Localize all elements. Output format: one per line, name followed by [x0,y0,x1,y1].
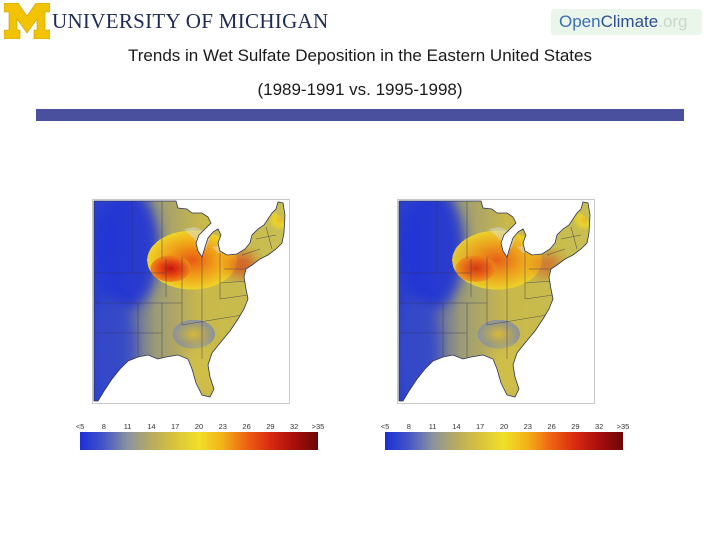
colorbar-tick-label: <5 [381,422,390,431]
colorbar-left: <5 8 11 14 17 20 23 26 29 32 >35 [76,422,325,450]
colorbar-tick-label: 8 [102,422,106,431]
map-frame [397,199,595,404]
coastline-outline [398,200,591,402]
colorbar-tick-label: 20 [500,422,508,431]
colorbar-tick-label: >35 [312,422,325,431]
colorbar-tick-label: 14 [452,422,460,431]
map-field [94,201,285,401]
colorbar-tick-label: 26 [242,422,250,431]
colorbar-gradient [80,432,318,450]
colorbar-tick-label: 29 [266,422,274,431]
colorbar-tick-label: 17 [171,422,179,431]
state-borders [399,201,582,359]
map-field [399,201,590,401]
colorbar-tick-label: >35 [617,422,630,431]
colorbar-tick-label: 32 [290,422,298,431]
openclimate-logo-part1: Open [559,12,601,31]
title-divider-bar [36,109,684,121]
colorbar-tick-label: 11 [124,422,132,431]
map-frame [92,199,290,404]
page-subtitle: (1989-1991 vs. 1995-1998) [257,80,463,99]
colorbar-tick-label: 20 [195,422,203,431]
openclimate-logo-part2: Climate [600,12,659,31]
university-of-michigan-logo: UNIVERSITY OF MICHIGAN [4,3,328,39]
state-borders [94,201,277,359]
colorbar-tick-label: 23 [524,422,532,431]
colorbar-tick-label: 23 [219,422,227,431]
colorbar-tick-label: 11 [429,422,437,431]
deposition-map-1995-1998 [397,199,595,404]
colorbar-gradient [385,432,623,450]
openclimate-logo: Open Climate .org [551,9,702,35]
university-name: UNIVERSITY OF MICHIGAN [52,8,329,33]
colorbar-tick-label: 26 [547,422,555,431]
colorbar-tick-label: 14 [147,422,155,431]
colorbar-right: <5 8 11 14 17 20 23 26 29 32 >35 [381,422,630,450]
colorbar-tick-label: 17 [476,422,484,431]
page-title: Trends in Wet Sulfate Deposition in the … [128,46,592,65]
colorbar-tick-label: 8 [407,422,411,431]
colorbar-tick-label: <5 [76,422,85,431]
colorbar-tick-label: 32 [595,422,603,431]
openclimate-logo-part3: .org [658,12,688,31]
deposition-map-1989-1991 [92,199,290,404]
block-m-icon [4,3,50,39]
colorbar-tick-label: 29 [571,422,579,431]
coastline-outline [93,200,286,402]
